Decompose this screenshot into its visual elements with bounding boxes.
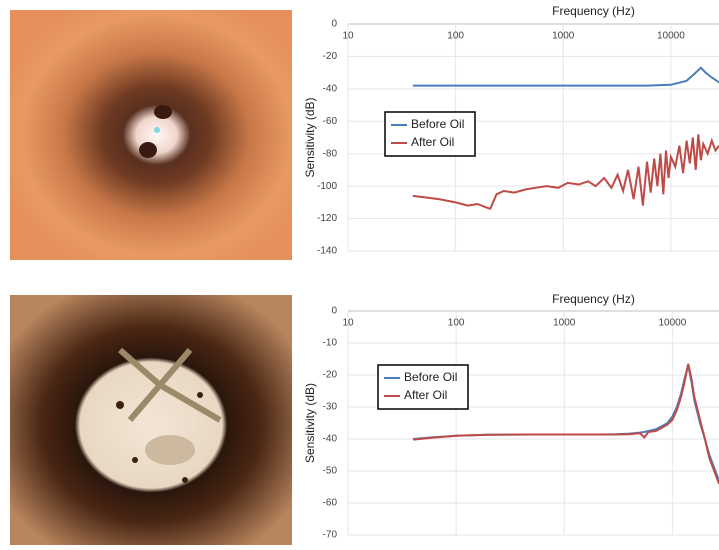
y-axis-title: Sensitivity (dB) <box>303 97 317 177</box>
chart-title: Frequency (Hz) <box>552 4 635 18</box>
micrograph-after <box>10 295 292 545</box>
y-tick-label: -70 <box>323 530 338 541</box>
y-tick-label: -20 <box>323 370 338 381</box>
legend-label: After Oil <box>411 135 454 149</box>
chart-title: Frequency (Hz) <box>552 292 635 306</box>
legend-label: Before Oil <box>404 370 457 384</box>
y-tick-label: -80 <box>323 148 338 159</box>
y-tick-label: 0 <box>331 306 337 317</box>
y-tick-label: -60 <box>323 116 338 127</box>
legend-label: Before Oil <box>411 117 464 131</box>
x-tick-label: 10 <box>342 318 354 329</box>
x-tick-label: 100 <box>447 31 464 42</box>
legend-box <box>384 111 476 157</box>
legend-box <box>377 364 469 410</box>
data-line <box>413 363 719 485</box>
y-tick-label: -140 <box>317 246 337 257</box>
y-tick-label: -30 <box>323 402 338 413</box>
y-tick-label: -10 <box>323 338 338 349</box>
micrograph-before <box>10 10 292 260</box>
legend-label: After Oil <box>404 388 447 402</box>
y-tick-label: -20 <box>323 51 338 62</box>
legend: Before Oil After Oil <box>377 364 469 410</box>
y-tick-label: -60 <box>323 498 338 509</box>
y-tick-label: -40 <box>323 83 338 94</box>
x-tick-label: 1000 <box>552 31 575 42</box>
data-line <box>412 134 719 211</box>
y-tick-label: -100 <box>317 181 337 192</box>
y-tick-label: -50 <box>323 466 338 477</box>
chart: Frequency (Hz) Sensitivity (dB) 0 -10 -20 -30… <box>303 292 719 541</box>
legend: Before Oil After Oil <box>384 111 476 157</box>
data-line <box>412 66 719 87</box>
y-tick-label: -40 <box>323 434 338 445</box>
chart: Frequency (Hz) Sensitivity (dB) 0 -20 -40 -60… <box>303 4 719 257</box>
x-tick-label: 100 <box>448 318 465 329</box>
x-tick-label: 1000 <box>553 318 576 329</box>
y-tick-label: 0 <box>331 19 337 30</box>
x-tick-label: 10000 <box>658 318 686 329</box>
y-tick-label: -120 <box>317 213 337 224</box>
x-tick-label: 10 <box>342 31 354 42</box>
y-axis-title: Sensitivity (dB) <box>303 383 317 463</box>
x-tick-label: 10000 <box>657 31 685 42</box>
